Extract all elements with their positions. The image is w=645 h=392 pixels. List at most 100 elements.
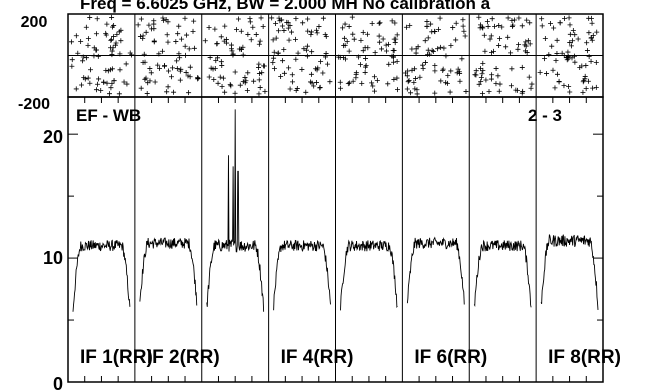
phase-point [177, 55, 183, 61]
phase-point [165, 39, 171, 45]
phase-point [273, 35, 279, 41]
phase-point [169, 65, 175, 71]
phase-point [304, 47, 310, 53]
phase-point [461, 28, 467, 34]
phase-point [145, 80, 151, 86]
phase-point [394, 59, 400, 65]
phase-point [190, 28, 196, 34]
phase-point [488, 33, 494, 39]
phase-point [300, 20, 306, 26]
phase-point [413, 50, 419, 56]
phase-point [524, 17, 530, 23]
phase-point [554, 37, 560, 43]
phase-point [156, 51, 162, 57]
phase-point [121, 79, 127, 85]
phase-point [346, 48, 352, 54]
phase-point [230, 52, 236, 58]
phase-point [456, 69, 462, 75]
phase-point [213, 58, 219, 64]
phase-point [228, 83, 234, 89]
spectrum-line-3 [206, 109, 265, 312]
phase-point [342, 21, 348, 27]
phase-point [345, 81, 351, 87]
phase-point [380, 36, 386, 42]
phase-point [278, 74, 284, 80]
phase-point [141, 51, 147, 57]
phase-point [95, 81, 101, 87]
phase-point [85, 42, 91, 48]
phase-point [427, 51, 433, 57]
phase-point [369, 20, 375, 26]
phase-point [549, 43, 555, 49]
phase-point [308, 29, 314, 35]
phase-point [486, 88, 492, 94]
phase-point [505, 34, 511, 40]
phase-point [311, 83, 317, 89]
phase-point [301, 46, 307, 52]
phase-point [386, 61, 392, 67]
phase-point [207, 54, 213, 60]
phase-point [118, 27, 124, 33]
phase-point [176, 23, 182, 29]
phase-point [251, 78, 257, 84]
phase-point [390, 59, 396, 65]
phase-point [304, 43, 310, 49]
phase-point [218, 34, 224, 40]
phase-point [583, 86, 589, 92]
phase-point [473, 72, 479, 78]
phase-point [561, 53, 567, 59]
phase-point [140, 59, 146, 65]
phase-point [94, 16, 100, 22]
phase-point [360, 29, 366, 35]
phase-point [151, 26, 157, 32]
phase-point [548, 20, 554, 26]
phase-point [428, 21, 434, 27]
phase-point [243, 78, 249, 84]
phase-point [111, 78, 117, 84]
phase-point [584, 40, 590, 46]
phase-point [113, 40, 119, 46]
phase-point [479, 71, 485, 77]
phase-point [552, 85, 558, 91]
phase-point [515, 46, 521, 52]
phase-point [325, 61, 331, 67]
phase-point [202, 38, 208, 44]
phase-point [420, 66, 426, 72]
phase-point [390, 47, 396, 53]
phase-point [437, 15, 443, 21]
phase-point [182, 52, 188, 58]
phase-point [322, 32, 328, 38]
phase-point [485, 24, 491, 30]
phase-point [232, 69, 238, 75]
phase-point [542, 36, 548, 42]
phase-point [392, 40, 398, 46]
phase-point [270, 37, 276, 43]
phase-point [108, 37, 114, 43]
phase-point [568, 43, 574, 49]
phase-point [509, 17, 515, 23]
phase-point [123, 61, 129, 67]
phase-point [437, 44, 443, 50]
phase-point [394, 75, 400, 81]
phase-point [206, 74, 212, 80]
phase-point [163, 17, 169, 23]
phase-point [79, 82, 85, 88]
phase-point [422, 60, 428, 66]
phase-point [166, 68, 172, 74]
phase-point [480, 67, 486, 73]
phase-point [270, 60, 276, 66]
phase-point [114, 31, 120, 37]
phase-point [212, 65, 218, 71]
phase-point [285, 20, 291, 26]
phase-point [256, 41, 262, 47]
phase-point [313, 80, 319, 86]
phase-point [262, 88, 268, 94]
phase-point [195, 75, 201, 81]
phase-point [279, 17, 285, 23]
phase-point [487, 36, 493, 42]
phase-point [93, 47, 99, 53]
phase-point [414, 87, 420, 93]
phase-point [353, 70, 359, 76]
phase-point [107, 67, 113, 73]
phase-point [294, 85, 300, 91]
